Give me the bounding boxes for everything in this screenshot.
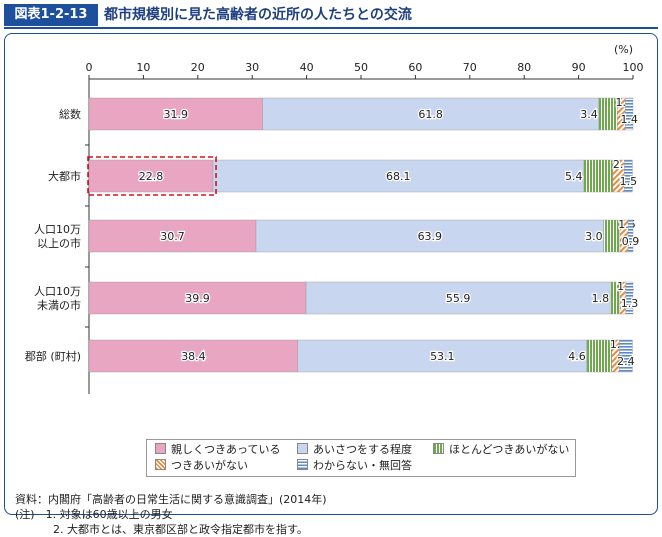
data-label: 3.4 — [580, 108, 598, 121]
data-label: 38.4 — [181, 350, 206, 363]
bar-segment — [88, 97, 263, 131]
note-1: (注) 1. 対象は60歳以上の男女 — [15, 508, 173, 521]
x-tick-label: 90 — [572, 61, 586, 74]
bar-segment — [255, 219, 604, 253]
x-tick-label: 50 — [354, 61, 368, 74]
legend-item-greeting: あいさつをする程度 — [297, 442, 412, 458]
legend-item-rarely: ほとんどつきあいがない — [433, 442, 569, 458]
bar-segment — [619, 339, 633, 373]
source-note: 資料：内閣府「高齢者の日常生活に関する意識調査」(2014年) — [15, 493, 327, 506]
stacked-bar-chart: 0 10 20 30 40 50 60 70 80 90 100 31.9 61.8 3.4 1.5 1.4… — [25, 43, 644, 394]
data-label: 1.5 — [620, 175, 638, 188]
data-label: 68.1 — [386, 170, 411, 183]
bar-segment — [627, 219, 634, 253]
data-label: 5.4 — [565, 170, 583, 183]
category-label: 大都市 — [48, 169, 81, 183]
data-label: 63.9 — [418, 230, 443, 243]
chart-panel: 0 10 20 30 40 50 60 70 80 90 100 31.9 61.8 3.4 1.5 1.4… — [4, 33, 658, 536]
category-label: 以上の市 — [37, 236, 81, 250]
bar-segment — [598, 97, 618, 131]
data-label: 2.4 — [617, 355, 635, 368]
x-tick-label: 100 — [623, 61, 644, 74]
highlight-box — [87, 156, 217, 196]
legend-label-rarely: ほとんどつきあいがない — [449, 443, 570, 456]
data-label: 61.8 — [418, 108, 443, 121]
legend-item-close: 親しくつきあっている — [155, 442, 280, 458]
bar-segment — [583, 159, 614, 193]
data-label: 22.8 — [139, 170, 164, 183]
bar-segment — [88, 281, 307, 315]
x-tick-label: 20 — [191, 61, 205, 74]
category-label: 人口10万 — [34, 285, 81, 298]
category-label: 人口10万 — [34, 223, 81, 236]
data-label: 0.9 — [622, 235, 640, 248]
bar-segment — [297, 339, 587, 373]
legend-item-unknown: わからない・無回答 — [297, 458, 412, 474]
legend-label-none: つきあいがない — [171, 459, 248, 472]
figure-number: 図表1-2-13 — [4, 4, 98, 26]
unit-label: (%) — [614, 43, 633, 56]
legend-label-greeting: あいさつをする程度 — [313, 443, 412, 456]
note-2: 2. 大都市とは、東京都区部と政令指定都市を指す。 — [53, 523, 308, 536]
bar-segment — [305, 281, 611, 315]
x-tick-label: 60 — [408, 61, 422, 74]
x-tick-label: 70 — [463, 61, 477, 74]
figure-title: 都市規模別に見た高齢者の近所の人たちとの交流 — [104, 7, 412, 23]
notes: 資料：内閣府「高齢者の日常生活に関する意識調査」(2014年) (注) 1. 対… — [15, 492, 327, 537]
bar-segment — [88, 339, 299, 373]
legend-swatch-unknown — [297, 459, 308, 470]
bar-segment — [625, 281, 634, 315]
bar-segment — [212, 159, 584, 193]
bar-segment — [624, 159, 633, 193]
legend: 親しくつきあっている あいさつをする程度 ほとんどつきあいがない つきあいがない… — [146, 439, 576, 477]
data-label: 53.1 — [430, 350, 455, 363]
bar-segment — [88, 159, 214, 193]
legend-label-unknown: わからない・無回答 — [313, 459, 412, 472]
data-label: 1.4 — [620, 113, 638, 126]
data-label: 30.7 — [160, 230, 185, 243]
bar-segment — [625, 97, 634, 131]
figure-header: 図表1-2-13 都市規模別に見た高齢者の近所の人たちとの交流 — [0, 0, 662, 29]
legend-label-close: 親しくつきあっている — [171, 443, 281, 456]
data-label: 3.0 — [585, 230, 603, 243]
data-label: 31.9 — [164, 108, 189, 121]
header-rule — [4, 27, 658, 29]
x-tick-label: 30 — [245, 61, 259, 74]
legend-swatch-close — [155, 443, 166, 454]
data-label: 1.3 — [621, 297, 639, 310]
legend-swatch-greeting — [297, 443, 308, 454]
bars: 31.9 61.8 3.41.51.422.8 68.1 5.42.11.530.7 63… — [87, 95, 641, 373]
data-label: 39.9 — [185, 292, 210, 305]
data-label: 1.8 — [592, 292, 610, 305]
legend-swatch-rarely — [433, 443, 444, 454]
legend-item-none: つきあいがない — [155, 458, 248, 474]
x-tick-label: 10 — [136, 61, 150, 74]
bar-segment — [586, 339, 612, 373]
data-label: 4.6 — [568, 350, 586, 363]
bar-segment — [262, 97, 599, 131]
category-label: 郡部 (町村) — [25, 349, 81, 363]
data-label: 55.9 — [446, 292, 471, 305]
x-tick-label: 80 — [517, 61, 531, 74]
legend-swatch-none — [155, 459, 166, 470]
category-label: 未満の市 — [37, 298, 81, 312]
x-tick-label: 40 — [300, 61, 314, 74]
x-tick-label: 0 — [86, 61, 93, 74]
category-label: 総数 — [59, 107, 81, 121]
